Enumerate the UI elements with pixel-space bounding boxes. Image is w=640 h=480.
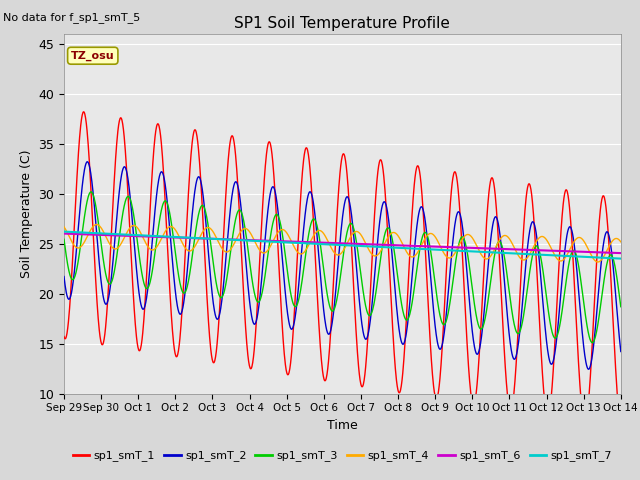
Legend: sp1_smT_1, sp1_smT_2, sp1_smT_3, sp1_smT_4, sp1_smT_6, sp1_smT_7: sp1_smT_1, sp1_smT_2, sp1_smT_3, sp1_smT… bbox=[68, 446, 617, 466]
Text: No data for f_sp1_smT_5: No data for f_sp1_smT_5 bbox=[3, 12, 140, 23]
X-axis label: Time: Time bbox=[327, 419, 358, 432]
Y-axis label: Soil Temperature (C): Soil Temperature (C) bbox=[20, 149, 33, 278]
Text: TZ_osu: TZ_osu bbox=[71, 50, 115, 61]
Title: SP1 Soil Temperature Profile: SP1 Soil Temperature Profile bbox=[234, 16, 451, 31]
